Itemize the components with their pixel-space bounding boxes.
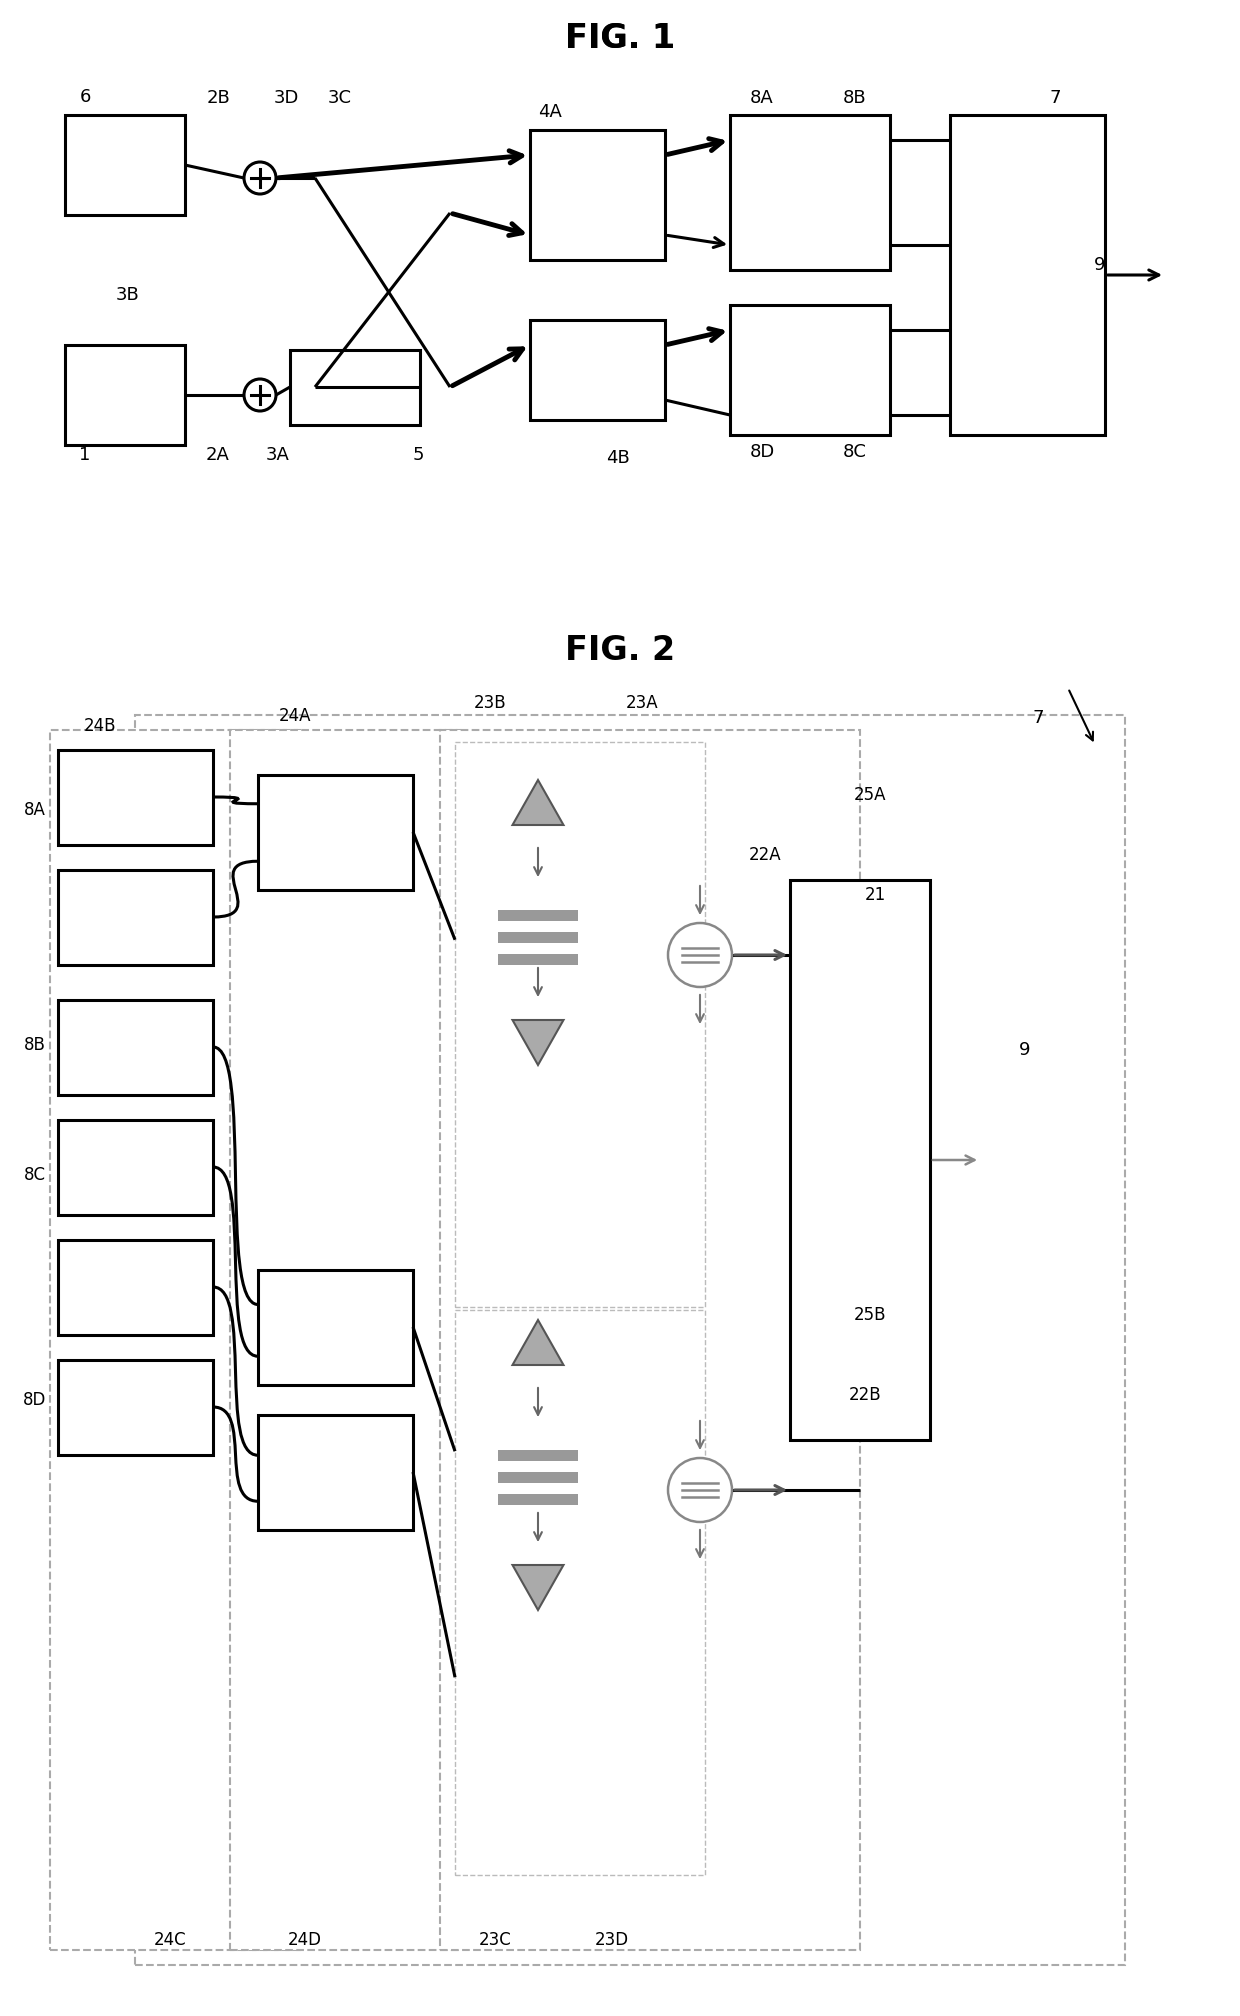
Text: 25A: 25A (854, 786, 887, 804)
Bar (498, 954, 578, 966)
Text: 23D: 23D (595, 1931, 629, 1949)
Bar (258, 774, 413, 889)
Text: 8B: 8B (24, 1036, 46, 1054)
Text: FIG. 1: FIG. 1 (565, 22, 675, 54)
Bar (58, 1000, 213, 1095)
Bar (498, 1472, 578, 1484)
Bar (229, 730, 460, 1949)
Bar (440, 730, 861, 1949)
Text: 6: 6 (79, 89, 91, 107)
Bar (64, 115, 185, 216)
Bar (455, 742, 706, 1306)
Text: 24A: 24A (279, 708, 311, 726)
Text: FIG. 1: FIG. 1 (565, 22, 675, 54)
Bar (529, 321, 665, 419)
Text: 1: 1 (79, 446, 91, 464)
Text: 7: 7 (1032, 710, 1044, 728)
Text: 23C: 23C (479, 1931, 511, 1949)
Text: 5: 5 (412, 446, 424, 464)
Text: 3A: 3A (267, 446, 290, 464)
Text: 8C: 8C (24, 1165, 46, 1183)
Text: 24D: 24D (288, 1931, 322, 1949)
Bar (498, 1450, 578, 1462)
Bar (498, 931, 578, 943)
Bar (58, 1361, 213, 1456)
Bar (529, 129, 665, 260)
Text: 25B: 25B (854, 1306, 887, 1325)
Circle shape (668, 923, 732, 988)
Polygon shape (512, 1020, 563, 1064)
Bar (258, 1270, 413, 1385)
Text: 4A: 4A (538, 103, 562, 121)
Bar (498, 909, 578, 921)
Text: 8C: 8C (843, 444, 867, 462)
Text: 21: 21 (864, 885, 885, 903)
Bar (950, 115, 1105, 435)
Bar (455, 1310, 706, 1875)
Text: 8A: 8A (24, 800, 46, 818)
Text: 9: 9 (1019, 1040, 1030, 1058)
Bar (498, 1494, 578, 1506)
Text: 8D: 8D (749, 444, 775, 462)
Text: 3B: 3B (117, 286, 140, 304)
Polygon shape (512, 780, 563, 825)
Bar (730, 115, 890, 270)
Text: 4B: 4B (606, 450, 630, 468)
Bar (730, 304, 890, 435)
Text: FIG. 2: FIG. 2 (565, 633, 675, 667)
Bar (135, 716, 1125, 1966)
Bar (58, 1240, 213, 1335)
Bar (50, 730, 300, 1949)
Text: 3C: 3C (329, 89, 352, 107)
Text: 8A: 8A (750, 89, 774, 107)
Text: 8B: 8B (843, 89, 867, 107)
Text: 24B: 24B (84, 718, 117, 736)
Text: 23A: 23A (626, 694, 658, 712)
Text: 8D: 8D (24, 1391, 47, 1409)
Text: 2A: 2A (206, 446, 229, 464)
Text: 3D: 3D (273, 89, 299, 107)
Polygon shape (512, 1320, 563, 1365)
Bar (64, 345, 185, 446)
Circle shape (668, 1458, 732, 1522)
Text: 2B: 2B (206, 89, 229, 107)
Bar (790, 881, 930, 1439)
Bar (58, 1121, 213, 1216)
Bar (58, 871, 213, 966)
Bar (58, 750, 213, 845)
Polygon shape (512, 1564, 563, 1611)
Bar (290, 351, 420, 425)
Text: 23B: 23B (474, 694, 506, 712)
Text: 9: 9 (1094, 256, 1106, 274)
Text: 24C: 24C (154, 1931, 186, 1949)
Text: 7: 7 (1049, 89, 1060, 107)
Text: 22A: 22A (749, 847, 781, 865)
Text: 22B: 22B (848, 1387, 882, 1403)
Bar (258, 1415, 413, 1530)
